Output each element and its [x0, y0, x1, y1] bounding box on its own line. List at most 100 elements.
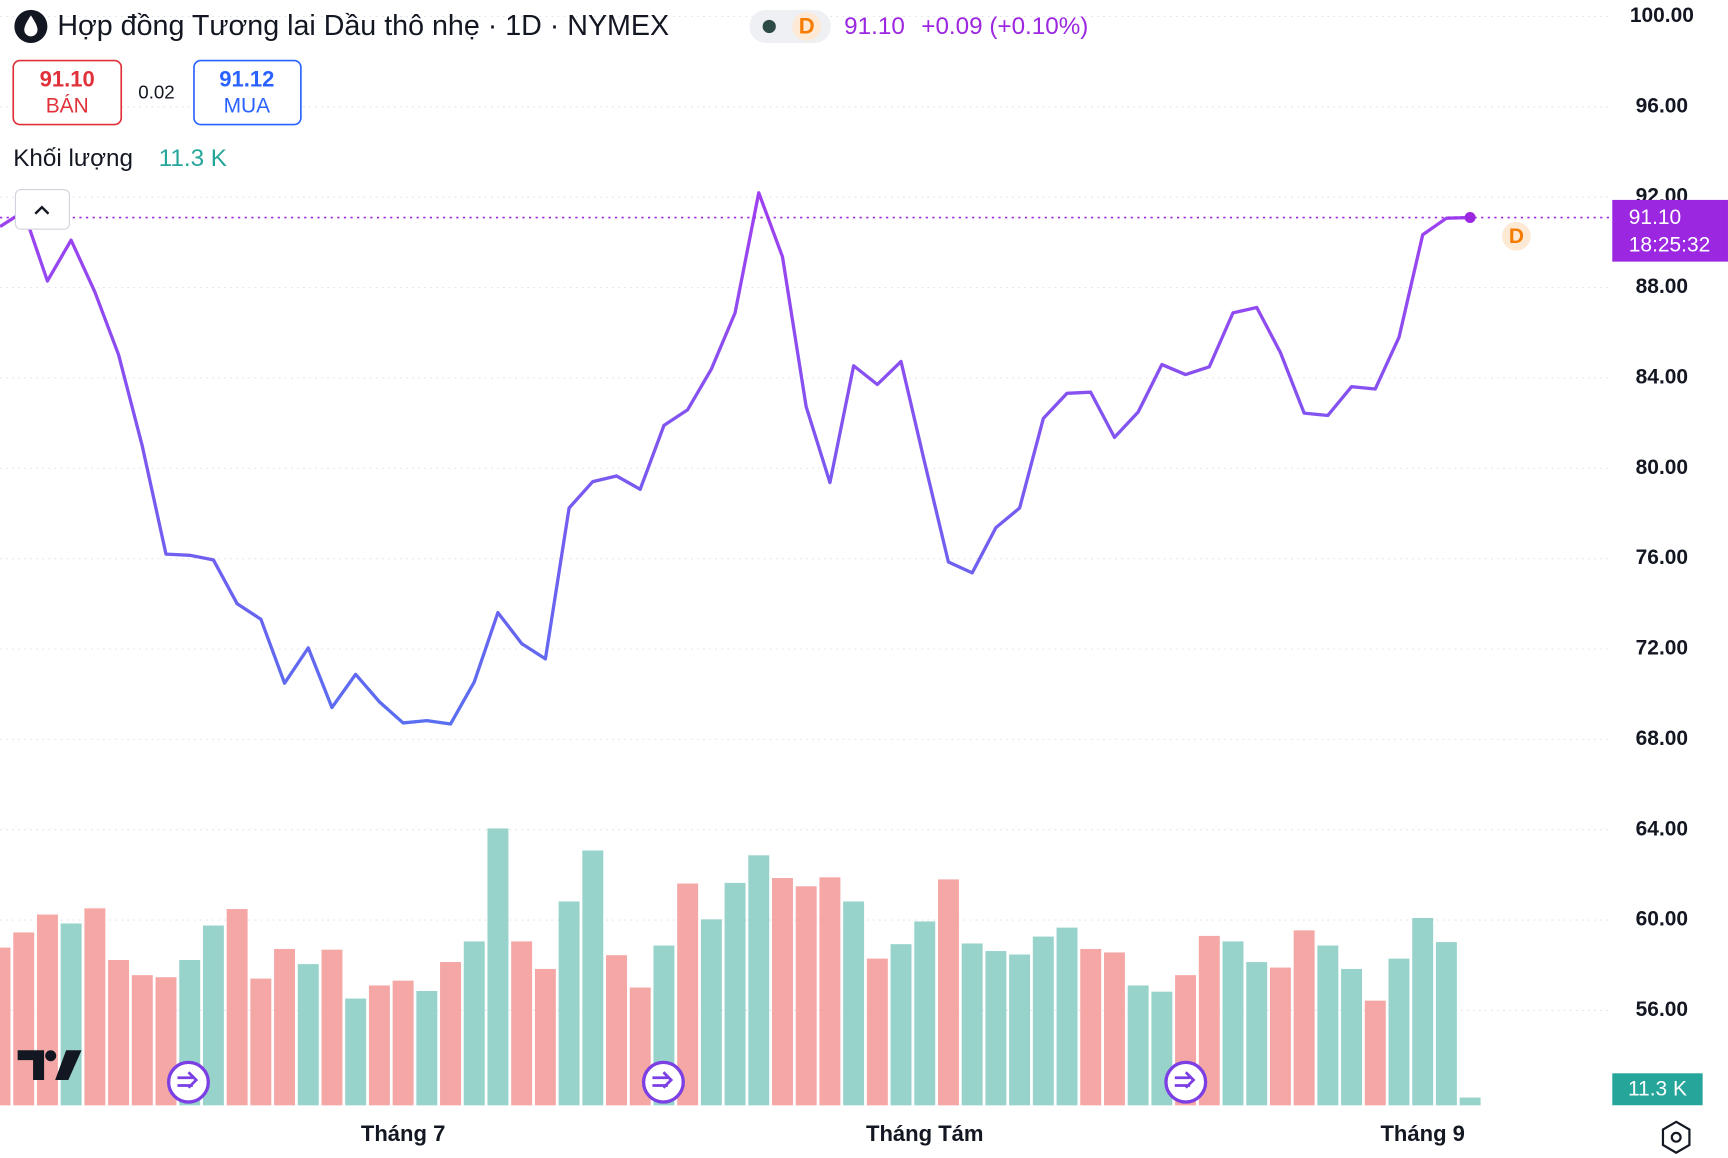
volume-bar [1103, 952, 1125, 1106]
volume-bar [250, 978, 272, 1106]
volume-bar [13, 932, 35, 1106]
dividend-badge: D [1509, 225, 1524, 248]
volume-bar [226, 909, 248, 1106]
volume-pane [0, 828, 1481, 1106]
volume-bar [1246, 962, 1268, 1106]
volume-bar [1198, 935, 1220, 1106]
settings-dot [1670, 1131, 1682, 1143]
volume-bar [487, 828, 509, 1106]
y-tick-label: 56.00 [1636, 998, 1688, 1021]
volume-bar [1080, 948, 1102, 1106]
logo-dot [45, 1050, 57, 1062]
settings-icon[interactable] [1661, 1120, 1691, 1154]
volume-bar [1364, 1000, 1386, 1106]
event-arrow [1174, 1071, 1196, 1089]
volume-bar [84, 908, 106, 1106]
volume-bar [392, 980, 414, 1106]
y-tick-label: 64.00 [1636, 817, 1688, 840]
y-tick-label: 88.00 [1636, 275, 1688, 298]
buy-label: MUA [224, 94, 271, 117]
y-tick-label: 68.00 [1636, 727, 1688, 750]
volume-bar [131, 975, 153, 1106]
volume-bar [1269, 967, 1291, 1106]
y-tick-label: 84.00 [1636, 365, 1688, 388]
x-tick-label: Tháng 9 [1380, 1121, 1464, 1146]
volume-bar [1293, 930, 1315, 1106]
volume-bar [202, 925, 224, 1106]
volume-bar [1317, 945, 1339, 1106]
last-price: 91.10 [844, 13, 905, 40]
volume-bar [297, 964, 319, 1106]
volume-bar [1056, 927, 1078, 1106]
volume-bar [1222, 941, 1244, 1106]
price-pane [0, 191, 1609, 726]
volume-bar [937, 879, 959, 1106]
volume-bar [724, 882, 746, 1106]
volume-bar [985, 951, 1007, 1106]
volume-bar [890, 944, 912, 1106]
volume-bar [819, 877, 841, 1106]
sell-button[interactable] [12, 59, 123, 126]
volume-bar [606, 955, 627, 1106]
change: +0.09 (+0.10%) [921, 13, 1088, 40]
volume-bar [1388, 958, 1410, 1106]
event-icon[interactable] [641, 1060, 685, 1104]
volume-bar [914, 921, 936, 1106]
volume-bar [463, 941, 485, 1106]
price-tag-label: 91.10 [1629, 206, 1681, 229]
volume-bar [1435, 942, 1457, 1106]
volume-bar [368, 985, 390, 1106]
sell-price: 91.10 [40, 66, 95, 91]
y-tick-label: 100.00 [1630, 4, 1694, 27]
volume-bar [866, 958, 888, 1106]
badge: D [799, 13, 815, 38]
volume-bar [748, 855, 770, 1106]
volume-tag [1612, 1073, 1703, 1106]
x-tick-label: Tháng 7 [361, 1121, 445, 1146]
y-tick-label: 80.00 [1636, 456, 1688, 479]
market-dot [762, 19, 776, 34]
y-tick-label: 96.00 [1636, 94, 1688, 117]
title: Hợp đồng Tương lai Dầu thô nhẹ · 1D · NY… [57, 10, 669, 42]
volume-bar [321, 949, 343, 1106]
volume-bar [700, 919, 722, 1106]
y-tick-label: 72.00 [1636, 637, 1688, 660]
event-arrow [177, 1071, 199, 1089]
x-tick-label: Tháng Tám [866, 1121, 984, 1146]
volume-bar [795, 886, 817, 1106]
volume-bar [1341, 968, 1363, 1106]
dividend-badge-bg [1502, 221, 1531, 251]
price-line [0, 191, 1471, 726]
event-icon[interactable] [166, 1060, 210, 1104]
volume-tag-label: 11.3 K [1628, 1077, 1687, 1100]
sell-label: BÁN [46, 94, 89, 117]
grid [0, 15, 1609, 1011]
event-arrow [652, 1071, 674, 1089]
spread: 0.02 [138, 82, 174, 103]
volume-bar [1127, 985, 1149, 1106]
last-point [1464, 212, 1476, 224]
volume-bar [345, 998, 367, 1106]
event-icons [166, 1060, 1208, 1104]
volume-bar [1032, 936, 1054, 1106]
logo[interactable] [17, 1050, 82, 1080]
price-tag [1612, 199, 1728, 262]
volume-bar [677, 883, 699, 1106]
volume-bar [511, 941, 533, 1106]
volume-bar [1412, 917, 1434, 1106]
volume-bar [961, 943, 983, 1106]
volume-bar [440, 962, 461, 1106]
volume-bar [108, 959, 130, 1106]
event-icon[interactable] [1164, 1060, 1208, 1104]
price-tag-time: 18:25:32 [1629, 234, 1710, 257]
volume-bar [416, 990, 438, 1106]
drop-icon [24, 15, 38, 37]
chevron-icon [34, 205, 50, 215]
y-tick-label: 60.00 [1636, 908, 1688, 931]
buy-button[interactable] [193, 59, 302, 126]
volume-bar [1009, 954, 1031, 1106]
volume-bar [582, 850, 604, 1106]
volume-bar [534, 968, 556, 1106]
axes: 56.00 60.00 64.00 68.00 72.00 76.00 80.00 84.00… [361, 4, 1694, 1146]
volume-bar [843, 901, 865, 1106]
